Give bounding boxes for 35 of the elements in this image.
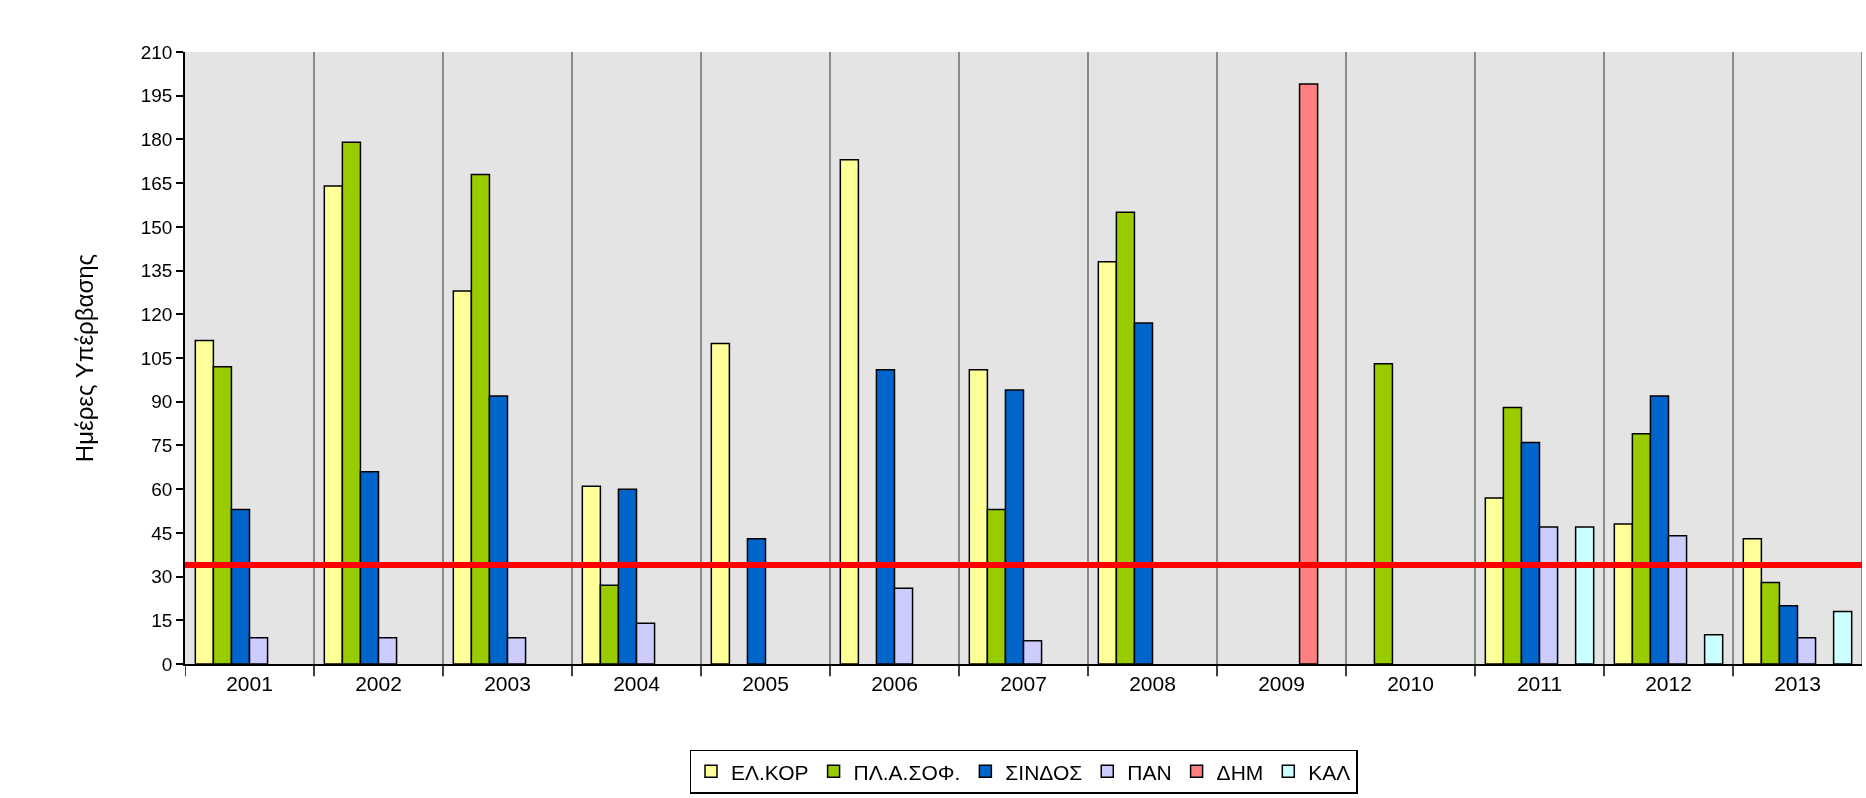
legend-label: ΕΛ.ΚΟΡ (731, 760, 809, 784)
x-tick-label: 2012 (1645, 671, 1692, 695)
y-tick-label: 165 (140, 172, 173, 194)
y-tick-label: 120 (140, 303, 173, 325)
y-tick-label: 75 (151, 435, 173, 457)
y-tick-label: 105 (140, 347, 173, 369)
y-tick-label: 15 (151, 609, 173, 631)
y-tick-label: 150 (140, 216, 173, 238)
x-tick-label: 2007 (1000, 671, 1047, 695)
y-tick-label: 45 (151, 522, 173, 544)
x-tick-label: 2004 (613, 671, 661, 695)
legend-label: ΔΗΜ (1216, 760, 1264, 784)
y-tick-label: 180 (140, 129, 173, 151)
x-tick-label: 2006 (871, 671, 918, 695)
x-tick-label: 2011 (1516, 671, 1563, 695)
y-tick-label: 195 (140, 85, 173, 107)
y-tick-label: 210 (140, 41, 173, 63)
x-tick-label: 2010 (1387, 671, 1434, 695)
y-axis-title: Ημέρες Υπέρβασης (71, 253, 99, 463)
y-tick-label: 30 (151, 566, 173, 588)
legend-label: ΚΑΛ (1308, 760, 1351, 784)
x-tick-label: 2003 (484, 671, 531, 695)
y-tick-label: 0 (161, 653, 173, 675)
legend-label: ΠΛ.Α.ΣΟΦ. (853, 760, 961, 784)
x-tick-label: 2009 (1258, 671, 1305, 695)
y-tick-label: 135 (140, 260, 173, 282)
x-tick-label: 2005 (742, 671, 789, 695)
y-tick-label: 60 (151, 478, 173, 500)
x-tick-label: 2001 (226, 671, 273, 695)
x-tick-label: 2013 (1774, 671, 1821, 695)
y-tick-label: 90 (151, 391, 173, 413)
legend-label: ΣΙΝΔΟΣ (1005, 760, 1083, 784)
x-tick-label: 2002 (355, 671, 402, 695)
x-tick-label: 2008 (1129, 671, 1176, 695)
legend-label: ΠΑΝ (1127, 760, 1172, 784)
